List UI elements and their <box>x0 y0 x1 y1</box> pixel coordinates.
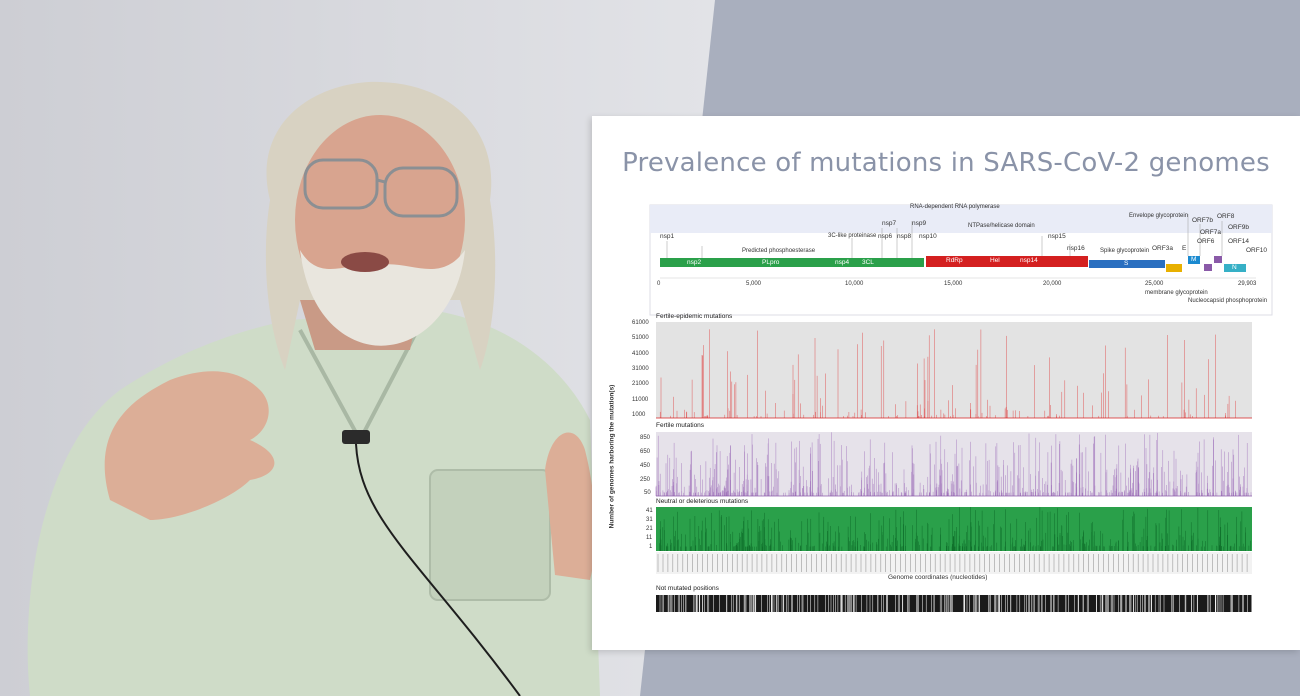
label-spike: Spike glycoprotein <box>1100 248 1150 254</box>
y-tick: 41000 <box>632 351 649 357</box>
gene-label: ORF7b <box>1192 217 1213 224</box>
gene-label: nsp14 <box>1020 257 1038 264</box>
axis-tick: 20,000 <box>1043 281 1062 287</box>
gene-label: nsp2 <box>687 259 702 266</box>
gene-label: N <box>1232 264 1237 271</box>
axis-tick: 15,000 <box>944 281 963 287</box>
gene-label: nsp15 <box>1048 233 1066 240</box>
gene-rdrp-block-red <box>926 256 1088 267</box>
gene-label: Hel <box>990 257 1000 264</box>
y-tick: 11000 <box>632 397 649 403</box>
gene-orf3a-block <box>1166 264 1182 272</box>
y-tick: 1000 <box>632 412 646 418</box>
axis-tick: 5,000 <box>746 281 762 287</box>
panel-title-not-mutated: Not mutated positions <box>656 585 719 592</box>
y-tick: 21 <box>646 526 653 532</box>
gene-label: ORF6 <box>1197 238 1215 245</box>
y-tick: 1 <box>649 544 653 550</box>
x-axis-label: Genome coordinates (nucleotides) <box>888 574 988 581</box>
not-mutated-bar <box>656 595 1252 612</box>
gene-orf-block <box>1204 264 1212 271</box>
gene-label: S <box>1124 260 1129 267</box>
label-nucleocapsid: Nucleocapsid phosphoprotein <box>1188 298 1268 304</box>
mutation-plots <box>655 322 1252 612</box>
gene-label: ORF10 <box>1246 247 1267 254</box>
gene-m-block <box>1188 256 1200 264</box>
y-tick: 31 <box>646 517 653 523</box>
axis-tick: 29,903 <box>1238 281 1257 287</box>
y-axis-label: Number of genomes harboring the mutation… <box>608 384 616 529</box>
gene-label: PLpro <box>762 259 780 266</box>
gene-label: M <box>1191 256 1197 263</box>
gene-label: nsp9 <box>912 220 927 227</box>
gene-label: nsp8 <box>897 233 912 240</box>
panel-title-fertile: Fertile mutations <box>656 422 705 429</box>
gene-label: 3CL <box>862 259 874 266</box>
panel-title-neutral: Neutral or deleterious mutations <box>656 498 749 505</box>
label-rna-polymerase: RNA-dependent RNA polymerase <box>910 204 1000 210</box>
slide-title: Prevalence of mutations in SARS-CoV-2 ge… <box>622 148 1270 178</box>
label-membrane: membrane glycoprotein <box>1145 290 1208 296</box>
presenter <box>27 81 600 696</box>
y-tick: 11 <box>646 535 653 541</box>
gene-nsp-block-green <box>660 258 924 267</box>
y-tick: 450 <box>640 463 651 469</box>
y-tick: 51000 <box>632 335 649 341</box>
gene-label: ORF7a <box>1200 229 1221 236</box>
y-tick: 50 <box>644 490 651 496</box>
y-tick: 41 <box>646 508 653 514</box>
gene-spike-block-blue <box>1089 260 1165 268</box>
presentation-slide: Prevalence of mutations in SARS-CoV-2 ge… <box>592 116 1300 650</box>
gene-label: nsp1 <box>660 233 675 240</box>
gene-n-block <box>1224 264 1246 272</box>
genome-map <box>649 204 1273 316</box>
y-tick: 61000 <box>632 320 649 326</box>
gene-label: ORF8 <box>1217 213 1235 220</box>
gene-label: nsp16 <box>1067 245 1085 252</box>
axis-tick: 10,000 <box>845 281 864 287</box>
y-tick: 850 <box>640 435 651 441</box>
axis-tick: 0 <box>657 281 661 287</box>
gene-label: ORF14 <box>1228 238 1249 245</box>
y-tick: 21000 <box>632 381 649 387</box>
gene-orf8-block <box>1214 256 1222 263</box>
y-tick: 250 <box>640 477 651 483</box>
axis-tick: 25,000 <box>1145 281 1164 287</box>
gene-label: nsp4 <box>835 259 850 266</box>
gene-label: ORF9b <box>1228 224 1249 231</box>
label-envelope: Envelope glycoprotein <box>1129 213 1189 219</box>
panel-title-fertile-epidemic: Fertile-epidemic mutations <box>656 313 733 320</box>
gene-label: nsp7 <box>882 220 897 227</box>
y-tick: 650 <box>640 449 651 455</box>
label-helicase: NTPase/helicase domain <box>968 223 1035 229</box>
gene-label: E <box>1182 245 1187 252</box>
gene-label: RdRp <box>946 257 963 264</box>
gene-label: nsp10 <box>919 233 937 240</box>
label-proteinase: 3C-like proteinase <box>828 233 877 239</box>
gene-label: ORF3a <box>1152 245 1173 252</box>
label-phosphoesterase: Predicted phosphoesterase <box>742 248 816 254</box>
gene-label: nsp6 <box>878 233 893 240</box>
neutral-panel-bg <box>656 507 1252 551</box>
epidemic-panel-bg <box>656 322 1252 418</box>
x-tick-strip <box>656 552 1252 574</box>
y-tick: 31000 <box>632 366 649 372</box>
